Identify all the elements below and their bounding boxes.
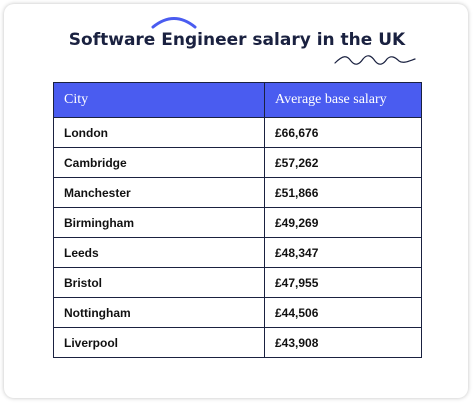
arc-decoration bbox=[151, 17, 197, 29]
table-row: Cambridge £57,262 bbox=[53, 147, 422, 178]
salary-cell: £48,347 bbox=[264, 237, 422, 268]
city-cell: Liverpool bbox=[53, 327, 265, 358]
salary-table: City Average base salary London £66,676 … bbox=[53, 82, 422, 358]
table-row: Leeds £48,347 bbox=[53, 237, 422, 268]
column-header-city: City bbox=[53, 82, 265, 118]
city-cell: London bbox=[53, 117, 265, 148]
table-row: Nottingham £44,506 bbox=[53, 297, 422, 328]
salary-cell: £57,262 bbox=[264, 147, 422, 178]
salary-cell: £47,955 bbox=[264, 267, 422, 298]
city-cell: Birmingham bbox=[53, 207, 265, 238]
table-row: Bristol £47,955 bbox=[53, 267, 422, 298]
table-row: London £66,676 bbox=[53, 117, 422, 148]
page-title: Software Engineer salary in the UK bbox=[68, 30, 406, 50]
column-header-salary: Average base salary bbox=[264, 82, 422, 118]
table-header-row: City Average base salary bbox=[53, 82, 422, 118]
city-cell: Leeds bbox=[53, 237, 265, 268]
table-row: Manchester £51,866 bbox=[53, 177, 422, 208]
city-cell: Bristol bbox=[53, 267, 265, 298]
salary-cell: £44,506 bbox=[264, 297, 422, 328]
table-row: Liverpool £43,908 bbox=[53, 327, 422, 358]
salary-cell: £66,676 bbox=[264, 117, 422, 148]
table-row: Birmingham £49,269 bbox=[53, 207, 422, 238]
city-cell: Cambridge bbox=[53, 147, 265, 178]
salary-cell: £43,908 bbox=[264, 327, 422, 358]
salary-cell: £49,269 bbox=[264, 207, 422, 238]
salary-cell: £51,866 bbox=[264, 177, 422, 208]
city-cell: Nottingham bbox=[53, 297, 265, 328]
squiggle-decoration bbox=[334, 55, 416, 65]
city-cell: Manchester bbox=[53, 177, 265, 208]
